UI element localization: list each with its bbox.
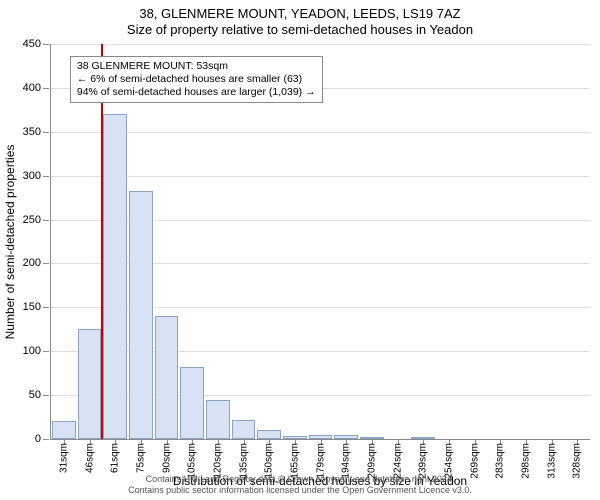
histogram-bar — [52, 421, 76, 439]
y-tick-label: 200 — [23, 257, 51, 269]
histogram-bar — [155, 316, 179, 439]
histogram-bar — [206, 400, 230, 440]
y-tick-label: 300 — [23, 170, 51, 182]
annotation-line: ← 6% of semi-detached houses are smaller… — [77, 73, 316, 86]
annotation-line: 38 GLENMERE MOUNT: 53sqm — [77, 60, 316, 73]
chart-title-subtitle: Size of property relative to semi-detach… — [0, 22, 600, 38]
annotation-line: 94% of semi-detached houses are larger (… — [77, 86, 316, 99]
y-tick-label: 50 — [29, 389, 51, 401]
y-tick-label: 400 — [23, 82, 51, 94]
histogram-bar — [360, 437, 384, 439]
chart-title-address: 38, GLENMERE MOUNT, YEADON, LEEDS, LS19 … — [0, 6, 600, 22]
x-tick-label: 75sqm — [135, 443, 146, 473]
chart-footer: Contains HM Land Registry data © Crown c… — [0, 474, 600, 497]
y-tick-label: 150 — [23, 301, 51, 313]
histogram-bar — [103, 114, 127, 439]
y-tick-label: 100 — [23, 345, 51, 357]
annotation-box: 38 GLENMERE MOUNT: 53sqm← 6% of semi-det… — [70, 56, 323, 103]
y-tick-label: 350 — [23, 126, 51, 138]
footer-line2: Contains public sector information licen… — [0, 485, 600, 496]
property-marker-line — [101, 44, 103, 439]
gridline — [51, 176, 590, 177]
histogram-bar — [334, 435, 358, 439]
gridline — [51, 132, 590, 133]
histogram-bar — [411, 437, 435, 439]
gridline — [51, 44, 590, 45]
x-tick-label: 90sqm — [161, 443, 172, 473]
footer-line1: Contains HM Land Registry data © Crown c… — [0, 474, 600, 485]
histogram-bar — [232, 420, 256, 439]
y-tick-label: 450 — [23, 38, 51, 50]
y-tick-label: 0 — [35, 433, 51, 445]
histogram-bar — [257, 430, 281, 439]
histogram-bar — [129, 191, 153, 439]
y-tick-label: 250 — [23, 214, 51, 226]
x-tick-label: 61sqm — [110, 443, 121, 473]
histogram-bar — [309, 435, 333, 439]
histogram-bar — [180, 367, 204, 439]
histogram-bar — [78, 329, 102, 439]
chart-title-block: 38, GLENMERE MOUNT, YEADON, LEEDS, LS19 … — [0, 0, 600, 39]
plot-area: 05010015020025030035040045031sqm46sqm61s… — [50, 44, 590, 440]
histogram-bar — [283, 436, 307, 439]
x-tick-label: 46sqm — [84, 443, 95, 473]
x-tick-label: 31sqm — [58, 443, 69, 473]
chart-area: Number of semi-detached properties 05010… — [50, 44, 590, 440]
y-axis-label: Number of semi-detached properties — [3, 145, 17, 340]
